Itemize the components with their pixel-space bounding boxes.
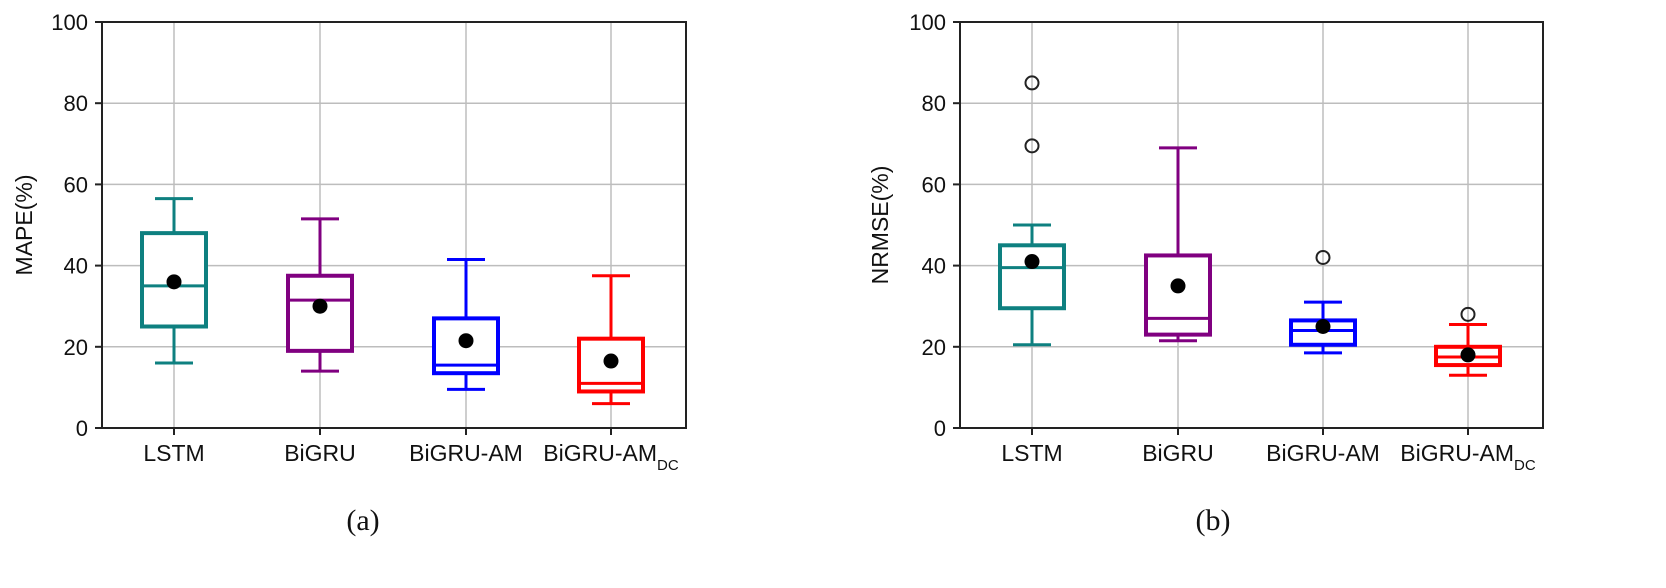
x-tick-label-1: BiGRU <box>284 440 356 466</box>
outlier-point-1 <box>1024 75 1040 91</box>
outlier-point-0 <box>1024 138 1040 154</box>
y-tick-label-2: 40 <box>64 254 88 279</box>
box-1 <box>1144 146 1212 343</box>
x-tick-label-subscript-3: DC <box>657 457 679 474</box>
x-tick-label-1: BiGRU <box>1142 440 1214 466</box>
plot-frame <box>101 21 687 429</box>
y-axis-title: MAPE(%) <box>11 175 37 276</box>
plot-frame <box>959 21 1544 429</box>
box-0 <box>998 75 1066 347</box>
y-tick-label-5: 100 <box>909 10 946 35</box>
y-axis-title: NRMSE(%) <box>867 166 893 285</box>
box-2 <box>432 258 500 391</box>
y-tick-label-5: 100 <box>51 10 88 35</box>
outlier-point-0 <box>1315 249 1331 265</box>
x-tick-label-3: BiGRU-AMDC <box>1400 440 1536 474</box>
box-iqr <box>286 273 354 353</box>
mean-point <box>312 298 328 314</box>
mean-point <box>1170 278 1186 294</box>
y-tick-label-3: 60 <box>64 172 88 197</box>
mean-point <box>603 353 619 369</box>
x-tick-label-0: LSTM <box>1001 440 1062 466</box>
box-1 <box>286 217 354 373</box>
mean-point <box>166 274 182 290</box>
mean-point <box>458 333 474 349</box>
mean-point <box>1460 347 1476 363</box>
y-tick-label-4: 80 <box>922 91 946 116</box>
mean-point <box>1024 254 1040 270</box>
x-tick-label-2: BiGRU-AM <box>1266 440 1380 466</box>
panel-label: (a) <box>346 504 379 537</box>
x-tick-label-0: LSTM <box>143 440 204 466</box>
mean-point <box>1315 319 1331 334</box>
y-tick-label-0: 0 <box>934 416 946 441</box>
outlier-point-0 <box>1460 306 1476 322</box>
x-tick-label-2: BiGRU-AM <box>409 440 523 466</box>
x-tick-label-3: BiGRU-AMDC <box>543 440 679 474</box>
x-tick-label-subscript-3: DC <box>1514 457 1536 474</box>
panel-a-mape: 0 20 40 60 80 100 MAPE(%) LSTM BiGRU BiGRU-AM BiGR… <box>11 10 687 537</box>
y-tick-label-0: 0 <box>76 416 88 441</box>
box-3 <box>577 274 645 406</box>
box-3 <box>1434 306 1502 377</box>
y-tick-label-4: 80 <box>64 91 88 116</box>
y-tick-label-3: 60 <box>922 172 946 197</box>
box-2 <box>1289 249 1357 355</box>
panel-b-nrmse: 0 20 40 60 80 100 NRMSE(%) LSTM BiGRU BiGRU-AM BiG… <box>867 10 1544 537</box>
box-iqr <box>1144 253 1212 337</box>
box-0 <box>140 197 208 365</box>
y-tick-label-2: 40 <box>922 254 946 279</box>
y-tick-label-1: 20 <box>64 335 88 360</box>
panel-label: (b) <box>1196 504 1231 537</box>
y-tick-label-1: 20 <box>922 335 946 360</box>
